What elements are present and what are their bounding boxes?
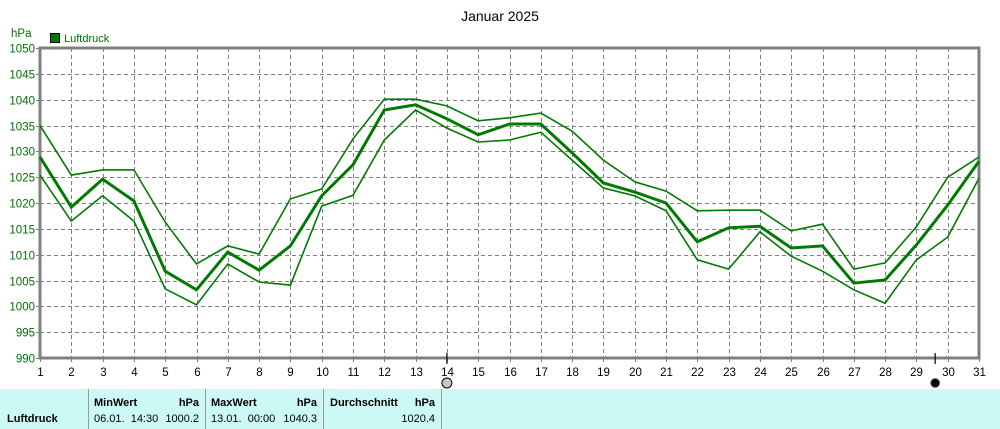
y-tick-label: 1015 xyxy=(9,225,35,237)
y-tick-label: 1020 xyxy=(9,199,35,211)
y-tick-label: 1030 xyxy=(9,147,35,159)
x-tick-label: 27 xyxy=(848,367,861,379)
legend-label: Luftdruck xyxy=(64,33,110,45)
stats-row-label: Luftdruck xyxy=(7,413,58,425)
x-tick-label: 30 xyxy=(942,367,955,379)
series-line xyxy=(39,109,980,306)
max-value: 1040.3 xyxy=(283,413,317,425)
y-tick-label: 1005 xyxy=(9,277,35,289)
x-tick-label: 15 xyxy=(472,367,485,379)
filled-circle-marker-icon[interactable] xyxy=(930,378,941,388)
x-tick-label: 6 xyxy=(194,367,200,379)
series-line xyxy=(39,98,980,270)
x-tick-label: 29 xyxy=(910,367,923,379)
x-tick-label: 18 xyxy=(566,367,579,379)
y-tick-label: 1040 xyxy=(9,96,35,108)
x-tick-label: 12 xyxy=(378,367,391,379)
y-tick-label: 1045 xyxy=(9,70,35,82)
x-tick-label: 25 xyxy=(785,367,798,379)
x-tick-label: 17 xyxy=(535,367,548,379)
y-tick-label: 995 xyxy=(16,328,35,340)
x-tick-label: 31 xyxy=(973,367,986,379)
y-tick-label: 1010 xyxy=(9,251,35,263)
x-tick-label: 10 xyxy=(316,367,329,379)
y-tick-label: 990 xyxy=(16,354,35,366)
min-datetime: 06.01. 14:30 xyxy=(94,413,159,425)
x-tick-label: 1 xyxy=(37,367,43,379)
chart-title: Januar 2025 xyxy=(461,8,539,24)
x-tick-label: 3 xyxy=(100,367,106,379)
stats-panel: Luftdruck MinWert hPa 06.01. 14:30 1000.… xyxy=(0,389,1000,429)
plot-frame xyxy=(38,46,981,360)
y-axis-unit: hPa xyxy=(11,28,32,40)
min-unit: hPa xyxy=(178,397,199,409)
x-tick-label: 7 xyxy=(225,367,231,379)
series-line xyxy=(38,103,981,292)
avg-header: Durchschnitt xyxy=(330,397,398,409)
x-tick-label: 8 xyxy=(256,367,262,379)
min-value: 1000.2 xyxy=(165,413,199,425)
x-tick-label: 21 xyxy=(660,367,673,379)
stats-row-label-cell: Luftdruck xyxy=(0,389,89,429)
max-datetime: 13.01. 00:00 xyxy=(211,413,276,425)
x-tick-label: 5 xyxy=(162,367,168,379)
hatched-circle-marker-icon[interactable] xyxy=(441,377,453,389)
avg-value-cell: Durchschnitt hPa 1020.4 xyxy=(324,389,442,429)
x-tick-label: 20 xyxy=(629,367,642,379)
min-header: MinWert xyxy=(94,397,138,409)
x-tick-label: 23 xyxy=(723,367,736,379)
x-tick-label: 22 xyxy=(691,367,704,379)
x-tick-label: 13 xyxy=(410,367,423,379)
max-value-cell: MaxWert hPa 13.01. 00:00 1040.3 xyxy=(206,389,324,429)
x-tick-label: 28 xyxy=(879,367,892,379)
x-tick-label: 4 xyxy=(131,367,138,379)
y-tick-label: 1035 xyxy=(9,122,35,134)
y-tick-label: 1025 xyxy=(9,173,35,185)
x-tick-label: 14 xyxy=(441,367,454,379)
x-tick-label: 11 xyxy=(348,367,360,379)
avg-value: 1020.4 xyxy=(401,413,435,425)
x-tick-label: 9 xyxy=(287,367,293,379)
y-tick-label: 1050 xyxy=(9,44,35,56)
x-tick-label: 24 xyxy=(754,367,767,379)
x-tick-label: 16 xyxy=(504,367,517,379)
legend-swatch xyxy=(50,33,60,43)
x-tick-label: 19 xyxy=(597,367,610,379)
avg-unit: hPa xyxy=(414,397,435,409)
max-header: MaxWert xyxy=(211,397,257,409)
y-tick-label: 1000 xyxy=(9,302,35,314)
max-unit: hPa xyxy=(296,397,317,409)
x-tick-label: 2 xyxy=(68,367,74,379)
min-value-cell: MinWert hPa 06.01. 14:30 1000.2 xyxy=(89,389,206,429)
x-tick-label: 26 xyxy=(817,367,830,379)
